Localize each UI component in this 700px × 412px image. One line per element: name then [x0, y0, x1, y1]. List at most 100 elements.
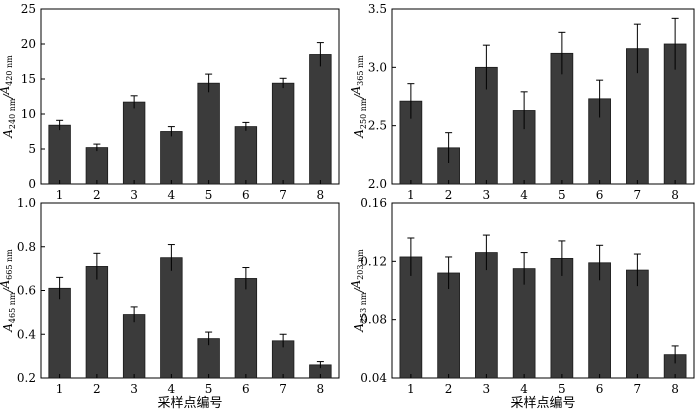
plot-frame — [391, 202, 695, 379]
x-tick-label: 8 — [317, 382, 325, 396]
x-tick-label: 4 — [168, 382, 176, 396]
x-tick-label: 1 — [56, 188, 64, 202]
y-axis-label-part: / — [352, 287, 366, 294]
y-tick-label: 20 — [21, 37, 36, 51]
bar — [197, 82, 220, 185]
x-tick-label: 7 — [634, 188, 642, 202]
x-tick-label: 4 — [520, 188, 528, 202]
y-tick-label: 0.2 — [17, 371, 36, 385]
y-axis-label-part: 203 nm — [356, 249, 365, 280]
x-tick-label: 5 — [558, 382, 566, 396]
y-tick-label: 2.0 — [368, 177, 387, 191]
x-axis-label: 采样点编号 — [510, 396, 575, 411]
y-axis-label-part: 665 nm — [5, 249, 14, 280]
y-tick-label: 0.08 — [360, 313, 387, 327]
x-tick-label: 2 — [93, 188, 101, 202]
y-tick-label: 0.04 — [360, 371, 387, 385]
x-tick-label: 1 — [407, 188, 415, 202]
x-tick-label: 1 — [407, 382, 415, 396]
x-tick-label: 5 — [558, 188, 566, 202]
bar — [160, 257, 183, 379]
x-tick-label: 4 — [520, 382, 528, 396]
bar — [550, 258, 574, 379]
bar — [160, 131, 183, 185]
plot-frame — [391, 8, 695, 185]
y-axis-label-part: 253 nm — [359, 292, 368, 323]
x-tick-label: 2 — [445, 382, 453, 396]
bar — [234, 278, 258, 379]
bar — [271, 82, 295, 185]
y-axis-label-part: A — [0, 85, 12, 95]
y-tick-label: 15 — [21, 72, 36, 86]
y-axis-label: A240 nm/A420 nm — [0, 55, 17, 139]
y-tick-label: 25 — [21, 2, 36, 16]
x-tick-label: 6 — [242, 382, 250, 396]
y-axis-label-part: 365 nm — [356, 55, 365, 86]
x-axis-label: 采样点编号 — [157, 396, 222, 411]
x-tick-label: 8 — [317, 188, 325, 202]
x-tick-label: 1 — [56, 382, 64, 396]
x-tick-label: 5 — [205, 382, 213, 396]
bar — [48, 124, 71, 185]
y-tick-label: 10 — [21, 107, 36, 121]
y-tick-label: 0.8 — [17, 240, 36, 254]
x-tick-label: 7 — [279, 382, 287, 396]
y-tick-label: 1.0 — [17, 196, 36, 210]
bar — [626, 269, 649, 379]
y-tick-label: 0.4 — [17, 327, 36, 341]
bar — [122, 101, 146, 185]
y-axis-label-part: A — [0, 279, 12, 289]
x-tick-label: 8 — [671, 382, 679, 396]
x-tick-label: 7 — [634, 382, 642, 396]
x-tick-label: 3 — [130, 188, 138, 202]
y-axis-label-part: A — [349, 279, 363, 289]
x-tick-label: 3 — [483, 188, 491, 202]
x-tick-label: 2 — [445, 188, 453, 202]
x-tick-label: 4 — [168, 188, 176, 202]
x-tick-label: 3 — [130, 382, 138, 396]
x-tick-label: 7 — [279, 188, 287, 202]
y-axis-label: A250 nm/A365 nm — [349, 55, 368, 139]
bar — [475, 252, 498, 379]
y-tick-label: 3.5 — [368, 2, 387, 16]
x-tick-label: 8 — [671, 188, 679, 202]
bar — [309, 54, 332, 185]
y-axis-label-part: / — [352, 93, 366, 100]
y-tick-label: 3.0 — [368, 60, 387, 74]
bar — [48, 287, 71, 379]
bar — [85, 147, 109, 185]
y-axis-label-part: A — [352, 323, 366, 333]
y-axis-label-part: A — [349, 85, 363, 95]
bar — [122, 314, 146, 379]
y-axis-label-part: 240 nm — [8, 98, 17, 129]
y-tick-label: 0.6 — [17, 284, 36, 298]
x-tick-label: 3 — [483, 382, 491, 396]
x-tick-label: 5 — [205, 188, 213, 202]
y-tick-label: 0.12 — [360, 254, 387, 268]
y-axis-label-part: 250 nm — [359, 98, 368, 129]
x-tick-label: 6 — [242, 188, 250, 202]
y-tick-label: 0 — [28, 177, 36, 191]
y-tick-label: 5 — [28, 142, 36, 156]
x-tick-label: 6 — [596, 382, 604, 396]
y-axis-label-part: A — [352, 129, 366, 139]
bar — [512, 268, 536, 379]
plot-frame — [40, 8, 340, 185]
y-axis-label: A465 nm/A665 nm — [0, 249, 17, 333]
bar — [234, 126, 258, 185]
y-axis-label: A253 nm/A203 nm — [349, 249, 368, 333]
y-axis-label-part: / — [1, 287, 15, 294]
bar — [85, 266, 109, 379]
y-axis-label-part: 465 nm — [8, 292, 17, 323]
y-axis-label-part: A — [1, 129, 15, 139]
x-tick-label: 2 — [93, 382, 101, 396]
x-tick-label: 6 — [596, 188, 604, 202]
y-axis-label-part: / — [1, 93, 15, 100]
y-axis-label-part: A — [1, 323, 15, 333]
y-axis-label-part: 420 nm — [5, 55, 14, 86]
